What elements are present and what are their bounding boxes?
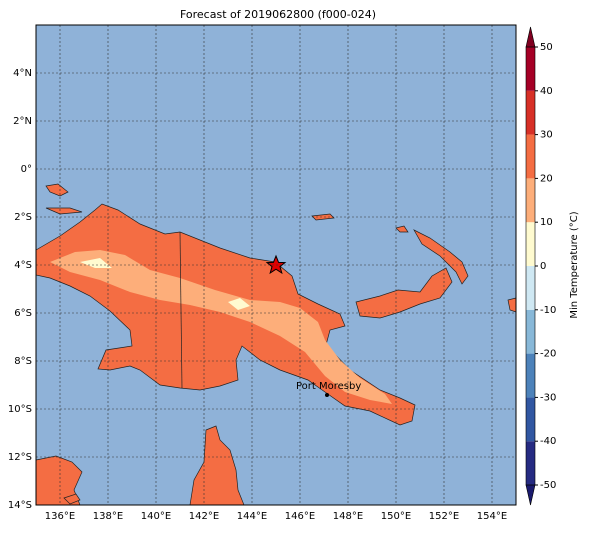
- lon-tick-label: 140°E: [141, 511, 171, 522]
- lat-tick-label: 12°S: [8, 452, 32, 463]
- land: [311, 213, 335, 221]
- land: [45, 183, 69, 197]
- lat-tick-label: 6°S: [14, 308, 32, 319]
- lat-tick-label: 0°: [21, 164, 32, 175]
- colorbar-tick-label: -40: [540, 436, 556, 447]
- colorbar-over: [525, 26, 536, 48]
- lon-tick-label: 148°E: [333, 511, 363, 522]
- star-marker: [265, 254, 287, 275]
- lon-tick-label: 136°E: [45, 511, 75, 522]
- lon-tick-label: 152°E: [429, 511, 459, 522]
- colorbar-tick-label: -20: [540, 349, 556, 360]
- lon-tick-label: 138°E: [93, 511, 123, 522]
- colorbar-tick-label: 30: [540, 130, 553, 141]
- colorbar-level: [526, 222, 535, 266]
- colorbar-level: [526, 353, 535, 398]
- colorbar-level: [526, 397, 535, 442]
- land: [45, 207, 83, 215]
- colorbar-level: [526, 90, 535, 135]
- colorbar-label: Min Temperature (°C): [569, 211, 580, 318]
- colorbar-level: [526, 178, 535, 223]
- lat-tick-label: 2°N: [13, 116, 32, 127]
- colorbar-tick-label: -50: [540, 480, 556, 491]
- lat-tick-label: 2°S: [14, 212, 32, 223]
- land-warm: [50, 250, 392, 404]
- lat-tick-label: 14°S: [8, 500, 32, 511]
- land-hot: [80, 258, 112, 268]
- colorbar-level: [526, 134, 535, 179]
- title: Forecast of 2019062800 (f000-024): [180, 8, 376, 21]
- lat-tick-label: 4°S: [14, 260, 32, 271]
- land: [189, 425, 245, 506]
- colorbar-level: [526, 266, 535, 310]
- lon-tick-label: 146°E: [285, 511, 315, 522]
- colorbar-tick-label: 50: [540, 42, 553, 53]
- map-frame: [35, 24, 517, 506]
- land: [355, 267, 453, 319]
- colorbar-tick-label: -30: [540, 392, 556, 403]
- colorbar-level: [526, 309, 535, 354]
- colorbar-tick-label: -10: [540, 305, 556, 316]
- lon-tick-label: 150°E: [381, 511, 411, 522]
- lon-tick-label: 142°E: [189, 511, 219, 522]
- city-dot: [325, 393, 329, 397]
- land-hot: [228, 298, 250, 310]
- colorbar-level: [526, 47, 535, 91]
- city-label: Port Moresby: [296, 381, 361, 392]
- lon-tick-label: 144°E: [237, 511, 267, 522]
- lat-tick-label: 10°S: [8, 404, 32, 415]
- colorbar-tick-label: 20: [540, 173, 553, 184]
- land: [413, 229, 469, 285]
- colorbar-tick-label: 10: [540, 217, 553, 228]
- lon-tick-label: 154°E: [477, 511, 507, 522]
- colorbar-under: [525, 484, 536, 506]
- lat-tick-label: 4°N: [13, 68, 32, 79]
- land: [63, 493, 81, 505]
- colorbar-tick-label: 40: [540, 86, 553, 97]
- colorbar-tick-label: 0: [540, 261, 546, 272]
- lat-tick-label: 8°S: [14, 356, 32, 367]
- land: [395, 225, 409, 233]
- colorbar-level: [526, 441, 535, 485]
